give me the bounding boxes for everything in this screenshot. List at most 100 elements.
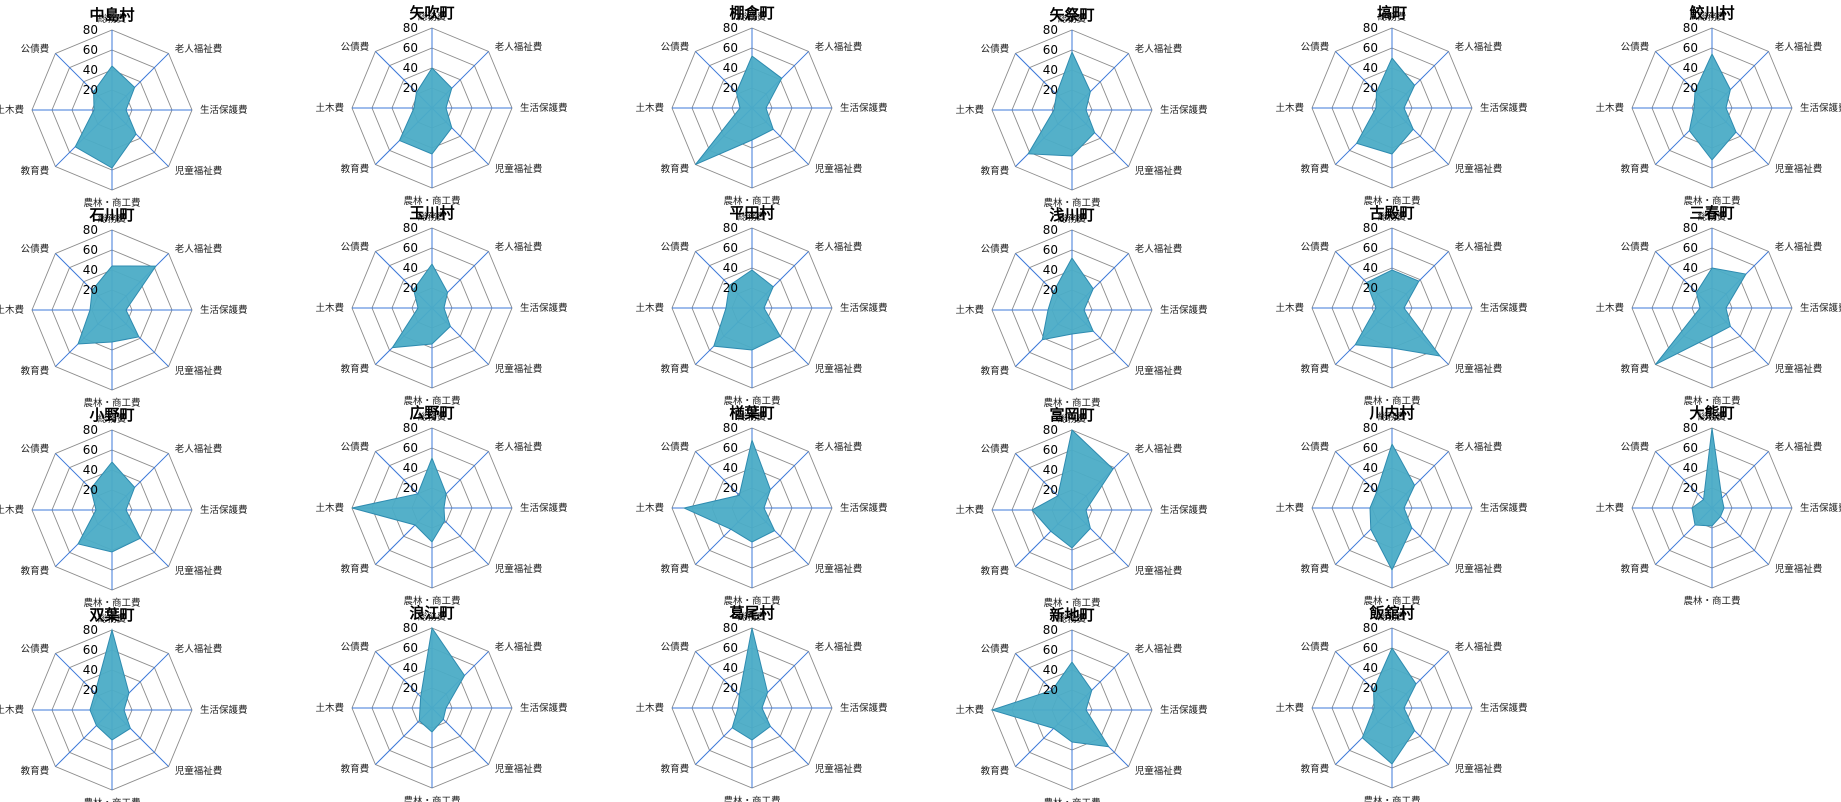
tick-label: 60: [403, 441, 418, 455]
axis-label: 土木費: [1275, 702, 1304, 714]
axis-label: 教育費: [661, 763, 690, 775]
axis-label: 生活保護費: [520, 502, 568, 514]
tick-label: 40: [1043, 663, 1058, 677]
axis-label: 農林・商工費: [723, 195, 780, 207]
axis-label: 児童福祉費: [1775, 163, 1823, 175]
axis-label: 教育費: [1301, 363, 1330, 375]
axis-label: 土木費: [0, 104, 24, 116]
axis-label: 土木費: [635, 102, 664, 114]
axis-label: 生活保護費: [1800, 502, 1841, 514]
data-area: [1031, 429, 1114, 549]
data-area: [418, 626, 466, 733]
chart-title: 棚倉町: [729, 4, 774, 22]
axis-label: 公債費: [1621, 41, 1650, 53]
axis-label: 総務費: [1698, 11, 1727, 23]
axis-label: 教育費: [661, 363, 690, 375]
tick-label: 80: [83, 223, 98, 237]
axis-label: 総務費: [1378, 211, 1407, 223]
axis-label: 公債費: [661, 41, 690, 53]
axis-label: 農林・商工費: [723, 395, 780, 407]
axis-label: 土木費: [1595, 302, 1624, 314]
axis-label: 公債費: [341, 641, 370, 653]
axis-label: 総務費: [418, 411, 447, 423]
axis-label: 農林・商工費: [403, 195, 460, 207]
tick-label: 60: [83, 43, 98, 57]
axis-label: 総務費: [98, 13, 127, 25]
axis-label: 農林・商工費: [83, 397, 140, 409]
axis-label: 土木費: [955, 104, 984, 116]
tick-label: 80: [1043, 423, 1058, 437]
axis-spoke: [1655, 451, 1713, 509]
axis-label: 生活保護費: [520, 302, 568, 314]
axis-label: 総務費: [1378, 11, 1407, 23]
axis-label: 教育費: [341, 163, 370, 175]
tick-label: 60: [1683, 441, 1698, 455]
axis-label: 公債費: [981, 43, 1010, 55]
tick-label: 20: [1363, 481, 1378, 495]
axis-label: 教育費: [981, 765, 1010, 777]
axis-label: 児童福祉費: [1775, 363, 1823, 375]
axis-label: 総務費: [738, 611, 767, 623]
axis-label: 児童福祉費: [175, 165, 223, 177]
tick-label: 60: [403, 41, 418, 55]
tick-label: 80: [83, 423, 98, 437]
axis-label: 生活保護費: [840, 502, 888, 514]
axis-label: 農林・商工費: [723, 795, 780, 802]
axis-label: 総務費: [738, 211, 767, 223]
tick-label: 60: [1043, 243, 1058, 257]
data-area: [77, 265, 157, 345]
axis-label: 老人福祉費: [815, 441, 863, 453]
tick-label: 60: [1363, 41, 1378, 55]
tick-label: 40: [723, 461, 738, 475]
tick-label: 80: [1683, 21, 1698, 35]
axis-label: 生活保護費: [200, 704, 248, 716]
axis-label: 老人福祉費: [495, 441, 543, 453]
axis-label: 教育費: [21, 565, 50, 577]
tick-label: 60: [1043, 43, 1058, 57]
axis-label: 生活保護費: [200, 104, 248, 116]
axis-label: 教育費: [341, 763, 370, 775]
axis-label: 公債費: [21, 443, 50, 455]
data-area: [1355, 57, 1416, 155]
chart-title: 平田村: [729, 204, 774, 222]
data-area: [682, 438, 776, 543]
axis-label: 老人福祉費: [1455, 241, 1503, 253]
tick-label: 80: [403, 21, 418, 35]
axis-label: 老人福祉費: [815, 241, 863, 253]
tick-label: 20: [1683, 281, 1698, 295]
data-area: [1688, 52, 1737, 161]
chart-title: 飯舘村: [1368, 604, 1414, 622]
tick-label: 80: [1363, 621, 1378, 635]
data-area: [391, 263, 451, 349]
axis-label: 総務費: [1378, 611, 1407, 623]
chart-title: 石川町: [88, 206, 134, 224]
axis-label: 老人福祉費: [1455, 641, 1503, 653]
axis-label: 生活保護費: [1160, 104, 1208, 116]
axis-label: 老人福祉費: [495, 41, 543, 53]
tick-label: 20: [1683, 81, 1698, 95]
tick-label: 60: [1363, 441, 1378, 455]
axis-label: 農林・商工費: [403, 395, 460, 407]
axis-label: 生活保護費: [840, 102, 888, 114]
tick-label: 40: [1043, 63, 1058, 77]
chart-title: 新地町: [1049, 606, 1094, 624]
chart-title: 古殿町: [1369, 204, 1414, 222]
axis-label: 生活保護費: [1800, 102, 1841, 114]
axis-label: 生活保護費: [520, 702, 568, 714]
tick-label: 60: [1043, 643, 1058, 657]
axis-label: 児童福祉費: [1135, 365, 1183, 377]
axis-label: 公債費: [1621, 441, 1650, 453]
axis-label: 教育費: [1301, 163, 1330, 175]
tick-label: 20: [723, 681, 738, 695]
axis-label: 土木費: [0, 304, 24, 316]
axis-label: 公債費: [21, 43, 50, 55]
